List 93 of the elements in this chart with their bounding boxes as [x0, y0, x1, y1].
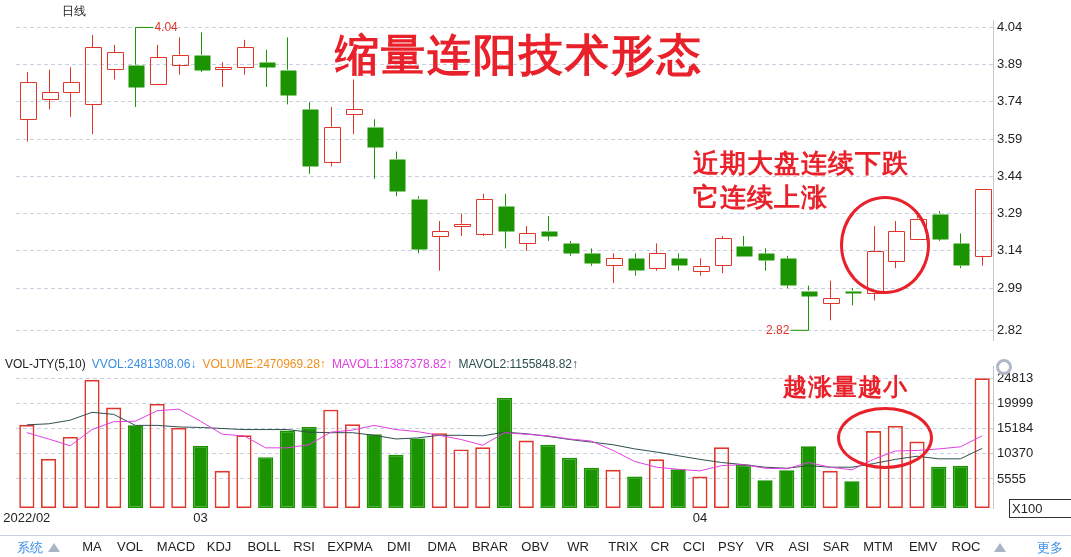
candlestick [498, 193, 515, 249]
candlestick [259, 49, 276, 88]
text: SAR [822, 539, 850, 554]
text: MA [82, 539, 102, 554]
candlestick [63, 66, 80, 118]
text: 系统 [17, 539, 43, 557]
candlestick [953, 232, 970, 269]
candlestick [324, 106, 341, 167]
text: MTM [863, 539, 893, 554]
x-tick-label: 03 [193, 510, 208, 526]
candlestick [541, 215, 558, 242]
text: CCI [682, 539, 706, 554]
candlestick [346, 79, 363, 135]
text: BOLL [247, 539, 281, 554]
y-tick-label: 2.99 [997, 279, 1023, 295]
y-tick-label: 2.82 [997, 321, 1023, 337]
candlestick [476, 193, 493, 237]
candlestick [42, 69, 59, 110]
x-tick-label: 2022/02 [3, 510, 51, 526]
y-tick-label: 3.14 [997, 242, 1023, 258]
y-tick-label: 10370 [997, 445, 1034, 461]
candlestick [628, 252, 645, 277]
candlestick [758, 247, 775, 272]
candlestick [867, 225, 884, 301]
annotation: 它连续上涨 [693, 181, 828, 214]
candlestick [432, 220, 449, 272]
y-tick-label: 3.29 [997, 205, 1023, 221]
candlestick [454, 213, 471, 237]
y-tick-label: 5555 [997, 470, 1026, 486]
text: 更多 [1037, 539, 1063, 557]
text: MAVOL2:1155848.82↑ [458, 357, 579, 371]
y-tick-label: 24813 [997, 369, 1034, 385]
candlestick [237, 39, 254, 76]
text: EMV [908, 539, 938, 554]
candlestick [736, 235, 753, 257]
text: EXPMA [327, 539, 373, 554]
candlestick [150, 44, 167, 85]
annotation: 4.04 [154, 20, 178, 35]
y-tick-label: 15184 [997, 420, 1034, 436]
candlestick [20, 71, 37, 143]
text: ASI [788, 539, 810, 554]
candlestick [823, 280, 840, 321]
candlestick [693, 257, 710, 277]
text: VOL [116, 539, 144, 554]
chart-title: VOL-JTY(5,10) [5, 357, 86, 371]
candlestick [715, 235, 732, 274]
annotation: 2.82 [766, 323, 790, 338]
candlestick [519, 225, 536, 252]
text: DMA [427, 539, 457, 554]
y-tick-label: 3.89 [997, 56, 1023, 72]
chart-subtitle: 日线 [62, 3, 86, 20]
candlestick [389, 151, 406, 197]
annotation: 近期大盘连续下跌 [693, 147, 909, 180]
candlestick [606, 252, 623, 284]
text: DMI [387, 539, 411, 554]
candlestick [280, 36, 297, 105]
candlestick [975, 189, 992, 267]
annotation: 越涨量越小 [783, 372, 908, 403]
text: BRAR [471, 539, 509, 554]
candlestick [85, 34, 102, 135]
text: RSI [293, 539, 315, 554]
candlestick [888, 220, 905, 269]
candlestick [649, 242, 666, 272]
candlestick [194, 31, 211, 73]
candlestick [172, 36, 189, 76]
text: TRIX [608, 539, 638, 554]
y-tick-label: 3.59 [997, 130, 1023, 146]
text: PSY [717, 539, 745, 554]
y-tick-label: 4.04 [997, 19, 1023, 35]
text: KDJ [206, 539, 232, 554]
text: OBV [521, 539, 549, 554]
text: CR [650, 539, 670, 554]
text: MAVOL1:1387378.82↑ [331, 357, 453, 371]
text: ROC [951, 539, 981, 554]
candlestick [302, 101, 319, 175]
candlestick [584, 247, 601, 267]
chart-title: 缩量连阳技术形态 [335, 28, 703, 82]
y-tick-label: 3.44 [997, 167, 1023, 183]
candlestick [801, 285, 818, 331]
y-axis-title: X100 [1009, 499, 1071, 518]
text: WR [567, 539, 589, 554]
candlestick [107, 44, 124, 81]
y-tick-label: 3.74 [997, 93, 1023, 109]
text: VR [755, 539, 775, 554]
y-tick-label: 19999 [997, 394, 1034, 410]
candlestick [215, 61, 232, 88]
candlestick [845, 287, 862, 306]
x-tick-label: 04 [692, 510, 708, 526]
annotation: VOLUME:2470969.28↑ [202, 357, 326, 371]
text: MACD [156, 539, 196, 554]
annotation: VVOL:2481308.06↓ [91, 357, 197, 371]
candlestick [671, 252, 688, 272]
candlestick [367, 118, 384, 180]
